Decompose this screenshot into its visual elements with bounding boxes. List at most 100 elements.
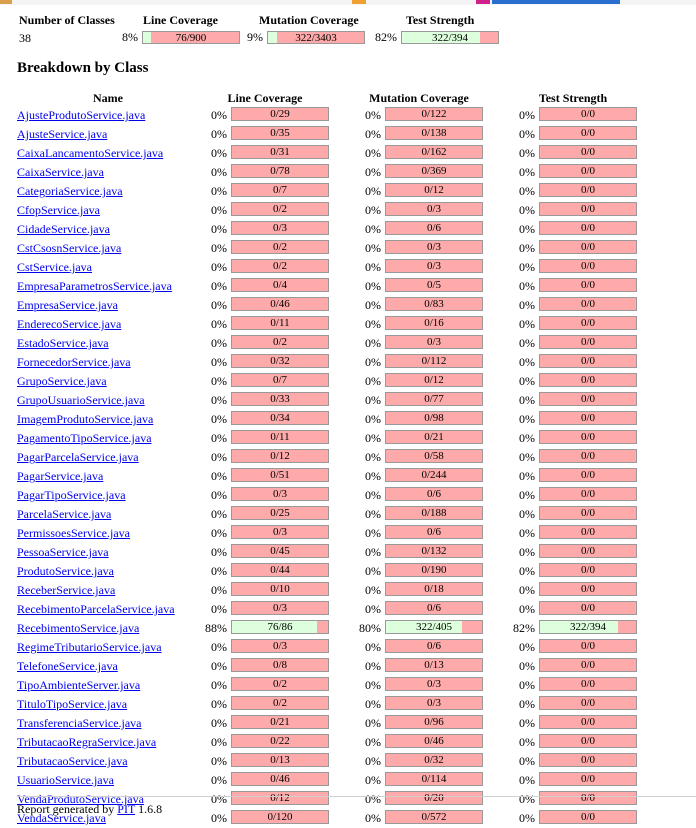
class-link[interactable]: EnderecoService.java bbox=[17, 317, 122, 331]
class-link[interactable]: EmpresaService.java bbox=[17, 298, 118, 312]
class-link[interactable]: CategoriaService.java bbox=[17, 184, 123, 198]
line-coverage-count: 0/78 bbox=[270, 165, 290, 177]
class-name-cell: TituloTipoService.java bbox=[17, 695, 199, 714]
class-link[interactable]: TituloTipoService.java bbox=[17, 697, 128, 711]
class-link[interactable]: EstadoService.java bbox=[17, 336, 109, 350]
class-link[interactable]: PermissoesService.java bbox=[17, 526, 130, 540]
strength-percent: 0% bbox=[519, 374, 535, 388]
line-coverage-bar-cell: 0/3 bbox=[231, 600, 331, 619]
class-link[interactable]: RecebimentoParcelaService.java bbox=[17, 602, 175, 616]
line-coverage-bar-cell: 0/46 bbox=[231, 296, 331, 315]
class-link[interactable]: ReceberService.java bbox=[17, 583, 116, 597]
class-link[interactable]: TelefoneService.java bbox=[17, 659, 118, 673]
mutation-coverage-bar: 0/132 bbox=[385, 544, 483, 558]
strength-percent: 0% bbox=[519, 564, 535, 578]
class-link[interactable]: GrupoService.java bbox=[17, 374, 107, 388]
mutation-coverage-bar: 0/46 bbox=[385, 734, 483, 748]
class-link[interactable]: RegimeTributarioService.java bbox=[17, 640, 162, 654]
mutation-percent: 0% bbox=[365, 431, 381, 445]
mutation-coverage-count: 0/5 bbox=[426, 279, 442, 291]
line-percent: 0% bbox=[211, 488, 227, 502]
line-coverage-bar-cell: 0/7 bbox=[231, 372, 331, 391]
class-link[interactable]: CfopService.java bbox=[17, 203, 100, 217]
class-name-cell: PagarTipoService.java bbox=[17, 486, 199, 505]
test-strength-bar: 0/0 bbox=[539, 449, 637, 463]
class-link[interactable]: EmpresaParametrosService.java bbox=[17, 279, 172, 293]
class-link[interactable]: PessoaService.java bbox=[17, 545, 109, 559]
line-coverage-count: 0/10 bbox=[270, 583, 290, 595]
mutation-coverage-bar: 0/18 bbox=[385, 582, 483, 596]
mutation-coverage-count: 0/77 bbox=[424, 393, 444, 405]
class-link[interactable]: CaixaLancamentoService.java bbox=[17, 146, 164, 160]
class-link[interactable]: FornecedorService.java bbox=[17, 355, 131, 369]
strength-percent: 0% bbox=[519, 526, 535, 540]
line-percent: 0% bbox=[211, 317, 227, 331]
class-link[interactable]: AjusteProdutoService.java bbox=[17, 108, 146, 122]
strength-percent: 0% bbox=[519, 279, 535, 293]
line-coverage-bar-cell: 0/2 bbox=[231, 201, 331, 220]
class-link[interactable]: TipoAmbienteServer.java bbox=[17, 678, 141, 692]
pit-link[interactable]: PIT bbox=[117, 802, 136, 816]
strength-percent: 0% bbox=[519, 507, 535, 521]
line-percent: 0% bbox=[211, 222, 227, 236]
class-link[interactable]: RecebimentoService.java bbox=[17, 621, 140, 635]
test-strength-bar-cell: 0/0 bbox=[539, 581, 639, 600]
test-strength-bar-cell: 0/0 bbox=[539, 752, 639, 771]
mutation-coverage-bar: 0/77 bbox=[385, 392, 483, 406]
line-coverage-count: 0/2 bbox=[272, 241, 288, 253]
mutation-coverage-count: 0/83 bbox=[424, 298, 444, 310]
class-link[interactable]: PagarParcelaService.java bbox=[17, 450, 139, 464]
test-strength-bar-cell: 0/0 bbox=[539, 372, 639, 391]
class-link[interactable]: AjusteService.java bbox=[17, 127, 108, 141]
class-link[interactable]: TransferenciaService.java bbox=[17, 716, 142, 730]
class-link[interactable]: ParcelaService.java bbox=[17, 507, 112, 521]
test-strength-bar-cell: 0/0 bbox=[539, 695, 639, 714]
class-link[interactable]: TributacaoRegraService.java bbox=[17, 735, 157, 749]
class-name-cell: PagarService.java bbox=[17, 467, 199, 486]
line-coverage-bar: 0/51 bbox=[231, 468, 329, 482]
line-coverage-count: 0/3 bbox=[272, 640, 288, 652]
class-name-cell: CstService.java bbox=[17, 258, 199, 277]
line-percent: 0% bbox=[211, 602, 227, 616]
column-header-mutation: Mutation Coverage bbox=[369, 91, 469, 105]
strength-percent: 0% bbox=[519, 222, 535, 236]
test-strength-bar-cell: 0/0 bbox=[539, 429, 639, 448]
strength-percent: 0% bbox=[519, 127, 535, 141]
class-link[interactable]: CstCsosnService.java bbox=[17, 241, 122, 255]
class-link[interactable]: CaixaService.java bbox=[17, 165, 104, 179]
test-strength-count: 0/0 bbox=[580, 754, 596, 766]
class-link[interactable]: UsuarioService.java bbox=[17, 773, 114, 787]
mutation-percent: 0% bbox=[365, 355, 381, 369]
table-row: ReceberService.java 0% 0/10 0% 0/18 0% 0/0 bbox=[17, 581, 639, 600]
class-link[interactable]: PagamentoTipoService.java bbox=[17, 431, 152, 445]
class-link[interactable]: CidadeService.java bbox=[17, 222, 110, 236]
line-percent: 0% bbox=[211, 108, 227, 122]
line-coverage-count: 0/7 bbox=[272, 374, 288, 386]
class-link[interactable]: PagarTipoService.java bbox=[17, 488, 126, 502]
line-coverage-bar: 0/7 bbox=[231, 183, 329, 197]
test-strength-count: 0/0 bbox=[580, 222, 596, 234]
mutation-percent: 80% bbox=[359, 621, 381, 635]
class-link[interactable]: TributacaoService.java bbox=[17, 754, 128, 768]
mutation-coverage-count: 0/3 bbox=[426, 241, 442, 253]
test-strength-count: 0/0 bbox=[580, 697, 596, 709]
line-coverage-count: 0/2 bbox=[272, 260, 288, 272]
coverage-fill bbox=[232, 621, 317, 633]
test-strength-count: 0/0 bbox=[580, 602, 596, 614]
class-name-cell: ImagemProdutoService.java bbox=[17, 410, 199, 429]
class-name-cell: RegimeTributarioService.java bbox=[17, 638, 199, 657]
line-coverage-count: 0/2 bbox=[272, 697, 288, 709]
class-link[interactable]: PagarService.java bbox=[17, 469, 104, 483]
line-coverage-bar: 0/44 bbox=[231, 563, 329, 577]
summary-line-label: 76/900 bbox=[175, 32, 207, 44]
line-coverage-bar: 0/11 bbox=[231, 430, 329, 444]
class-link[interactable]: ImagemProdutoService.java bbox=[17, 412, 154, 426]
line-coverage-count: 0/3 bbox=[272, 602, 288, 614]
class-link[interactable]: ProdutoService.java bbox=[17, 564, 114, 578]
line-percent: 0% bbox=[211, 393, 227, 407]
test-strength-bar-cell: 0/0 bbox=[539, 448, 639, 467]
class-link[interactable]: VendaProdutoService.java bbox=[17, 792, 144, 806]
class-link[interactable]: CstService.java bbox=[17, 260, 92, 274]
table-row: PagarService.java 0% 0/51 0% 0/244 0% 0/0 bbox=[17, 467, 639, 486]
class-link[interactable]: GrupoUsuarioService.java bbox=[17, 393, 145, 407]
